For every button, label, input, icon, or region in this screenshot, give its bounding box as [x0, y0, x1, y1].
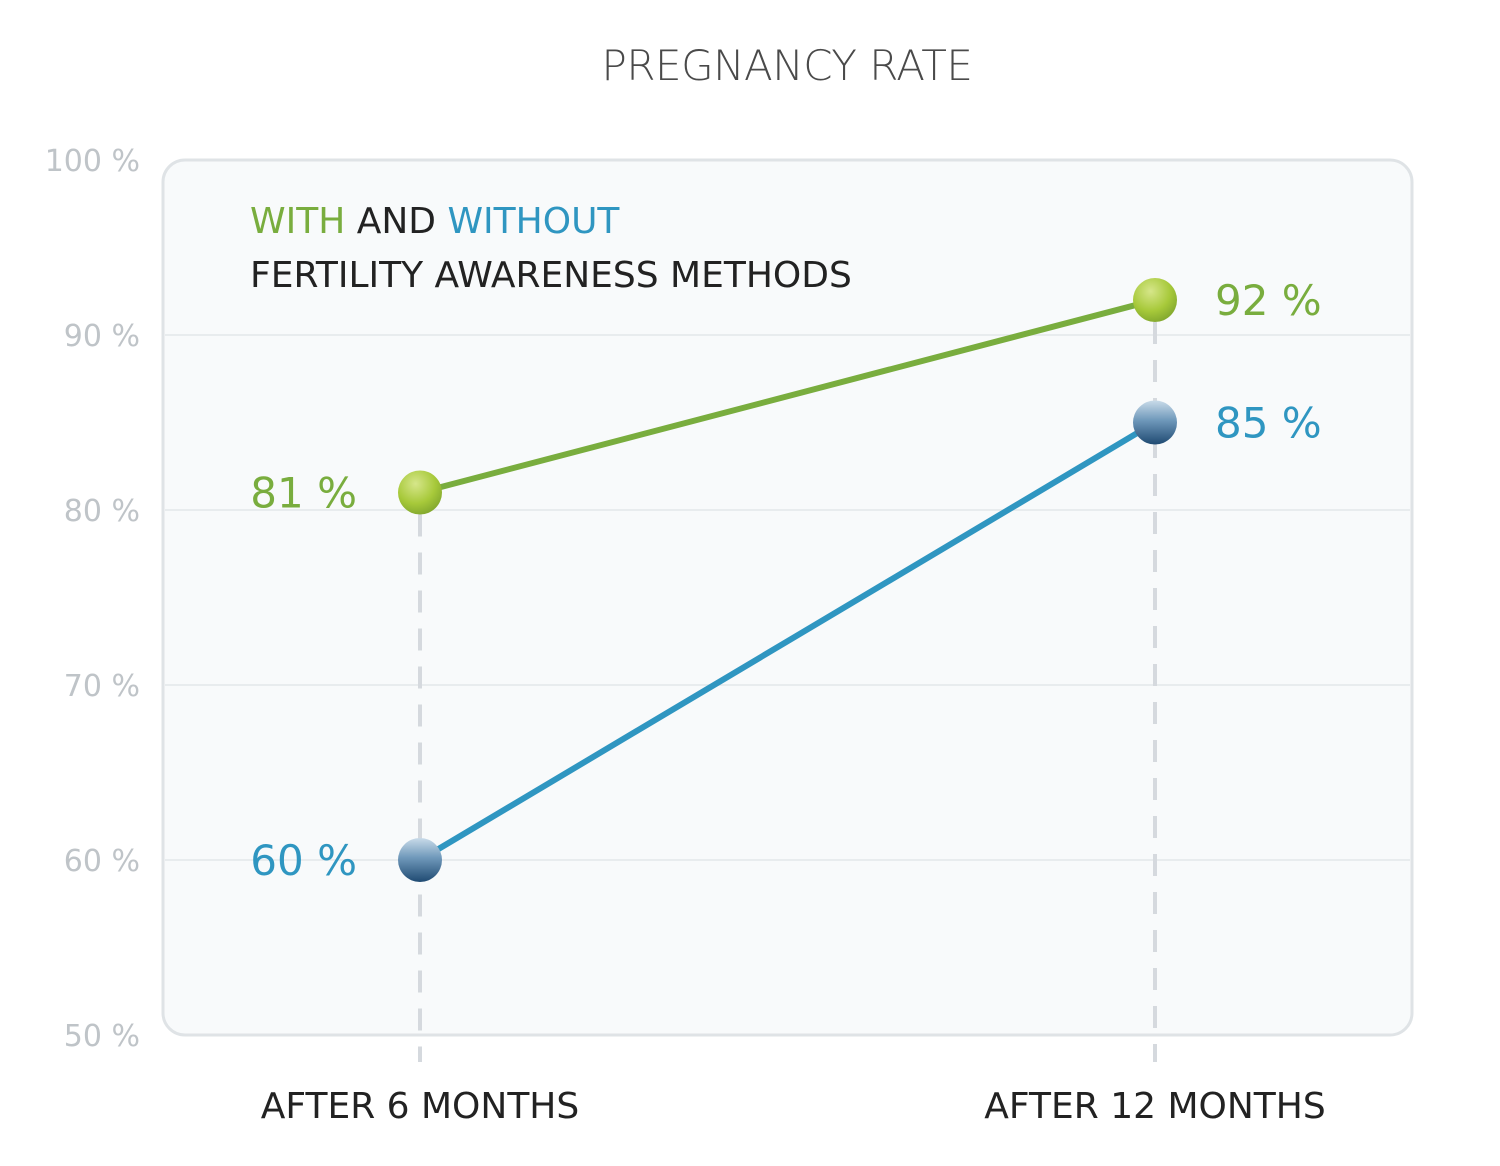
data-point-without: [398, 838, 442, 882]
data-label-without: 85 %: [1215, 399, 1322, 448]
chart-title: PREGNANCY RATE: [602, 41, 973, 90]
legend-line-2: FERTILITY AWARENESS METHODS: [250, 255, 852, 296]
data-point-with: [398, 470, 442, 515]
x-axis-ticks: AFTER 6 MONTHS AFTER 12 MONTHS: [261, 1086, 1326, 1127]
y-tick-label: 80 %: [64, 494, 140, 529]
category-guides: [418, 322, 1157, 1062]
y-axis-ticks: 50 % 60 % 70 % 80 % 90 % 100 %: [45, 144, 140, 1054]
series-lines: [417, 297, 1158, 863]
data-markers: [398, 278, 1177, 882]
series-line-with: [417, 297, 1158, 496]
y-tick-label: 90 %: [64, 319, 140, 354]
legend-without: WITHOUT: [447, 201, 620, 242]
y-tick-label: 70 %: [64, 669, 140, 704]
series-line-without: [417, 419, 1158, 863]
y-tick-label: 50 %: [64, 1019, 140, 1054]
legend-and: AND: [345, 201, 447, 242]
plot-panel: [161, 158, 1414, 1037]
legend-with: WITH: [250, 201, 345, 242]
data-label-without: 60 %: [250, 836, 357, 885]
x-tick-label: AFTER 12 MONTHS: [984, 1086, 1325, 1127]
x-tick-label: AFTER 6 MONTHS: [261, 1086, 579, 1127]
data-label-with: 92 %: [1215, 276, 1322, 325]
data-point-without: [1133, 400, 1177, 445]
y-tick-label: 60 %: [64, 844, 140, 879]
data-labels: 81 % 92 % 60 % 85 %: [250, 276, 1321, 885]
gridlines: [165, 334, 1410, 861]
legend-line-1: WITH AND WITHOUT: [250, 201, 620, 242]
legend: WITH AND WITHOUT FERTILITY AWARENESS MET…: [250, 201, 852, 296]
y-tick-label: 100 %: [45, 144, 140, 179]
data-point-with: [1133, 278, 1177, 322]
data-label-with: 81 %: [250, 469, 357, 518]
